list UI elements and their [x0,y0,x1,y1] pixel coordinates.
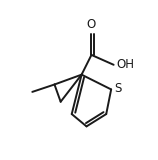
Text: OH: OH [117,58,135,71]
Text: O: O [87,18,96,31]
Text: S: S [114,82,122,95]
